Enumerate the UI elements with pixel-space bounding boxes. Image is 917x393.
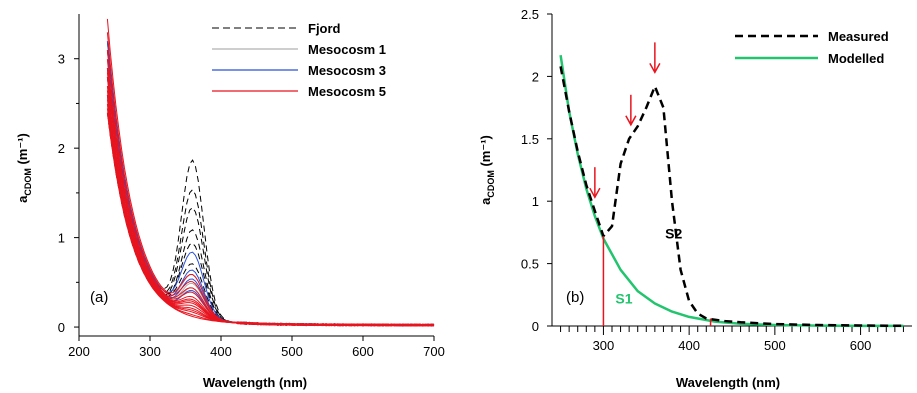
legend-measured-label: Measured [828, 29, 889, 44]
panel-b: S1 S2 300 400 500 600 0 0.5 1 1.5 2 2.5 aCDOM (m⁻¹… [478, 7, 912, 390]
panel-b-measured-line [559, 66, 904, 328]
panel-b-x-tick-label: 400 [678, 338, 700, 353]
panel-a-ylabel: aCDOM (m⁻¹) [15, 133, 33, 203]
panel-b-tick-labels: 300 400 500 600 0 0.5 1 1.5 2 2.5 [521, 7, 872, 353]
panel-a-fjord-line [106, 112, 435, 327]
panel-b-y-tick-label: 1.5 [521, 132, 539, 147]
panel-b-y-tick-label: 2.5 [521, 7, 539, 22]
panel-b-x-tick-label: 600 [850, 338, 872, 353]
panel-b-xlabel: Wavelength (nm) [676, 375, 780, 390]
panel-a-axes [74, 14, 435, 341]
legend-fjord-label: Fjord [308, 21, 341, 36]
panel-b-arrow-head [589, 187, 601, 199]
panel-b-y-tick-label: 1 [532, 194, 539, 209]
panel-b-ylabel: aCDOM (m⁻¹) [478, 135, 496, 205]
panel-b-annotation: S2 [665, 226, 682, 242]
panel-a-mesocosm-5-line [106, 112, 434, 327]
panel-a-legend: Fjord Mesocosm 1 Mesocosm 3 Mesocosm 5 [212, 21, 386, 99]
panel-a-x-tick-label: 400 [210, 344, 232, 359]
panel-a-tick-labels: 200 300 400 500 600 700 0 1 2 3 [58, 52, 445, 359]
panel-a-tag: (a) [90, 289, 108, 306]
panel-b-y-tick-label: 0.5 [521, 257, 539, 272]
panel-a: 200 300 400 500 600 700 0 1 2 3 aCDOM (m⁻¹) Wavel… [15, 14, 445, 390]
panel-a-x-tick-label: 600 [352, 344, 374, 359]
panel-b-modelled-line [559, 55, 904, 328]
panel-b-y-tick-label: 2 [532, 69, 539, 84]
panel-a-y-tick-label: 1 [58, 231, 65, 246]
panel-a-x-tick-label: 500 [281, 344, 303, 359]
panel-a-x-tick-label: 200 [68, 344, 90, 359]
legend-mesocosm1-label: Mesocosm 1 [308, 42, 386, 57]
panel-b-markers: S1 S2 [589, 42, 712, 326]
panel-b-x-tick-label: 500 [764, 338, 786, 353]
legend-modelled-label: Modelled [828, 51, 884, 66]
panel-a-curves [106, 18, 435, 327]
panel-b-arrow-head [649, 63, 661, 74]
panel-b-arrow-head [625, 115, 637, 127]
panel-b-annotation: S1 [615, 291, 632, 307]
panel-b-legend: Measured Modelled [735, 29, 889, 66]
panel-b-curves [559, 55, 904, 328]
panel-b-x-tick-label: 300 [593, 338, 615, 353]
panel-a-x-tick-label: 700 [423, 344, 445, 359]
panel-b-y-tick-label: 0 [532, 319, 539, 334]
panel-b-tag: (b) [566, 289, 584, 306]
legend-mesocosm3-label: Mesocosm 3 [308, 63, 386, 78]
panel-a-x-tick-label: 300 [139, 344, 161, 359]
legend-mesocosm5-label: Mesocosm 5 [308, 84, 386, 99]
panel-a-y-tick-label: 3 [58, 52, 65, 67]
panel-a-y-tick-label: 0 [58, 320, 65, 335]
panel-a-xlabel: Wavelength (nm) [203, 375, 307, 390]
panel-a-y-tick-label: 2 [58, 141, 65, 156]
